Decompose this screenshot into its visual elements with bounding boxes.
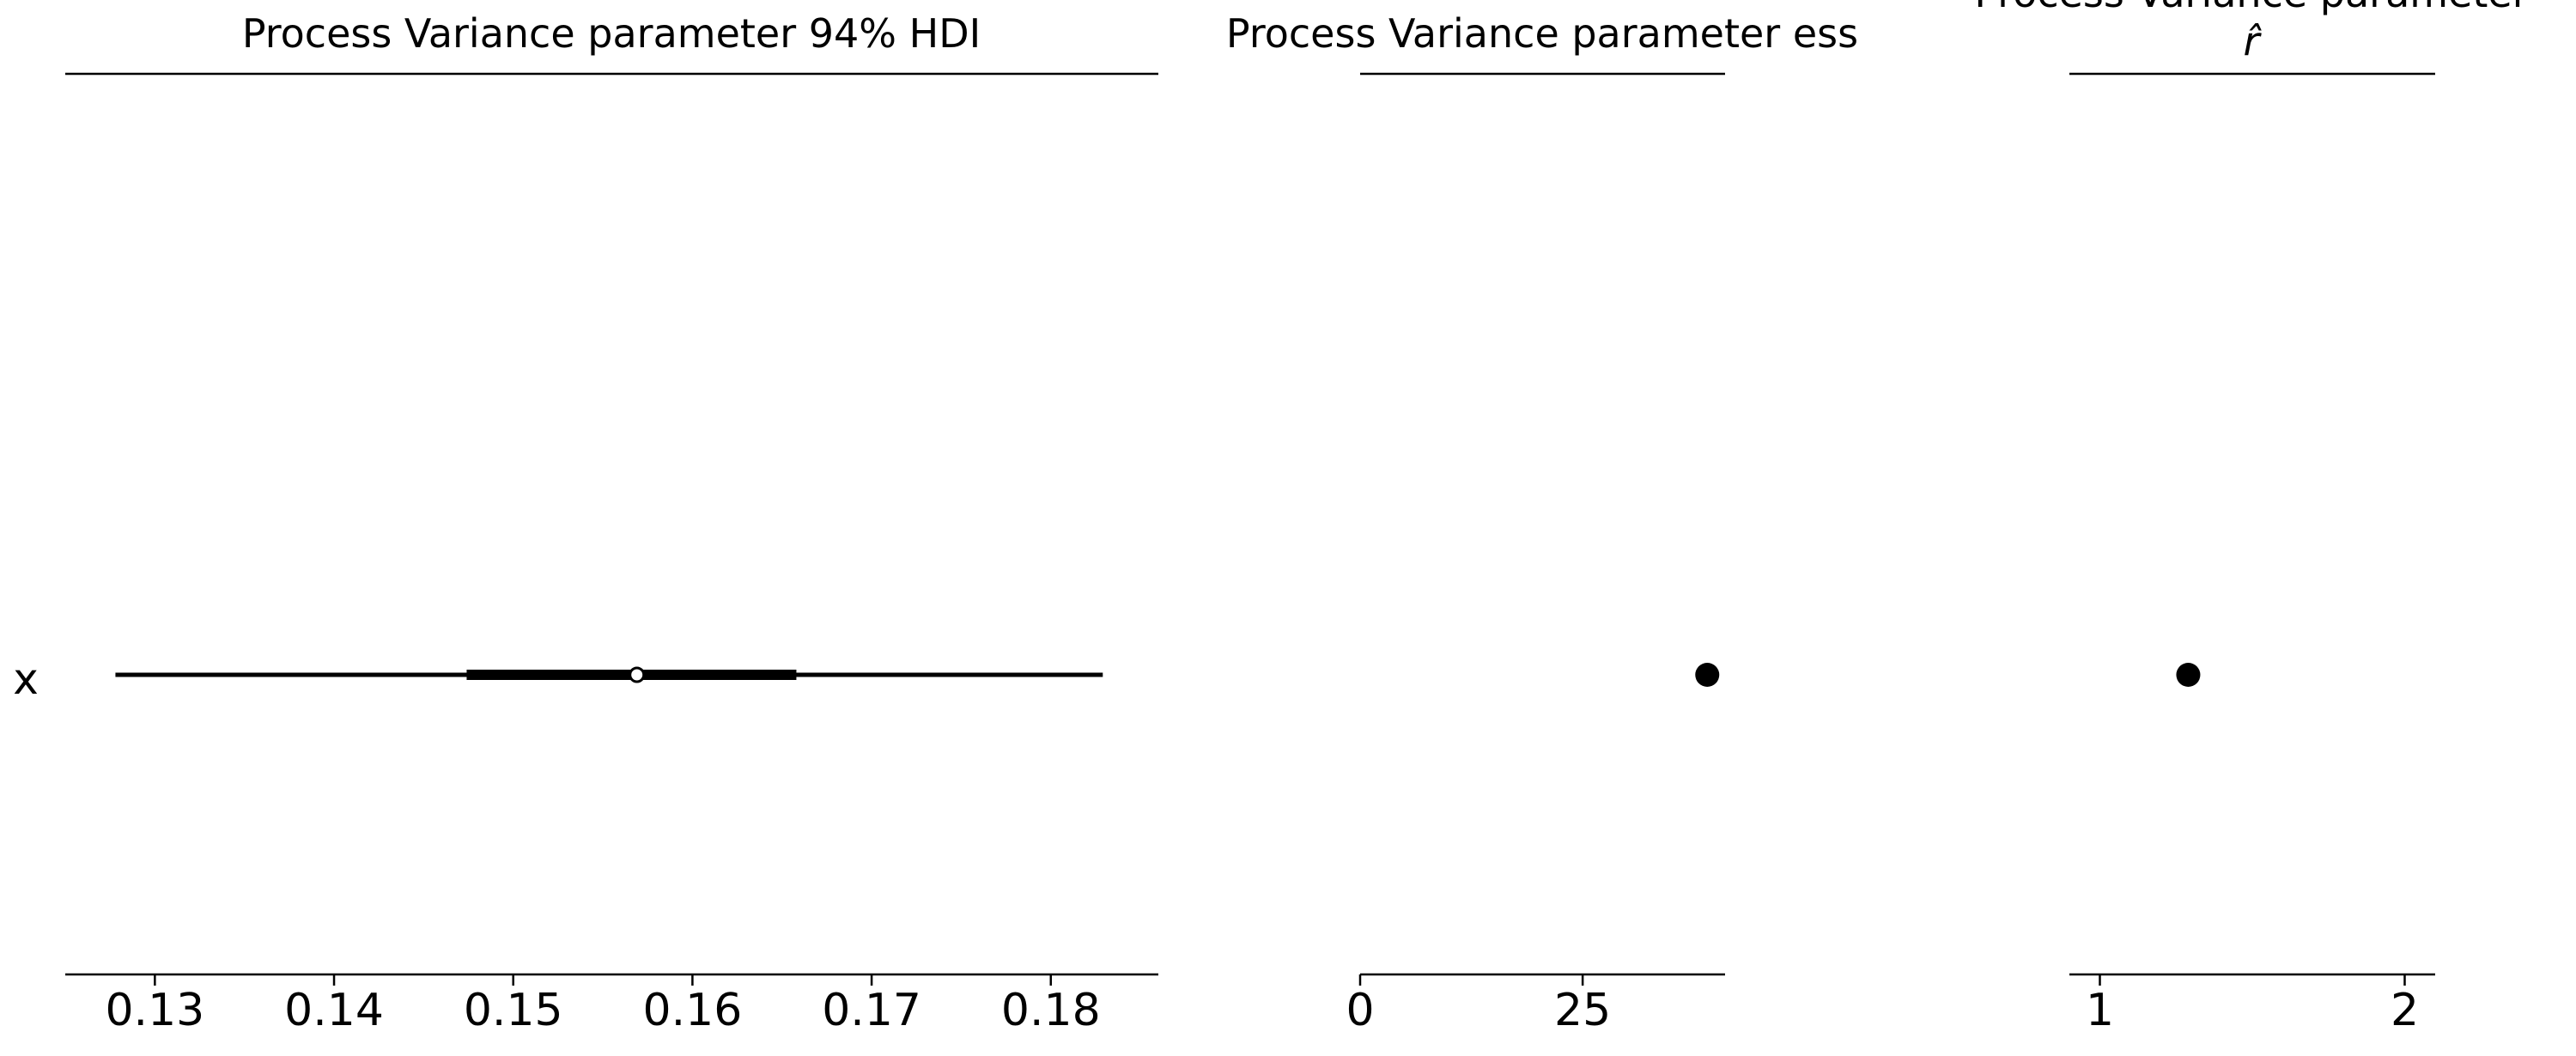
ess-marks xyxy=(1695,663,1720,687)
ess-tick-label: 0 xyxy=(1346,985,1374,1036)
ess-tick-label: 25 xyxy=(1554,985,1611,1036)
rhat-panel-title-math: r̂ xyxy=(2244,18,2263,64)
rhat-tick-label: 2 xyxy=(2391,985,2419,1036)
ess-point xyxy=(1695,663,1720,687)
hdi-tick-label: 0.16 xyxy=(643,985,743,1036)
hdi-tick-label: 0.15 xyxy=(464,985,563,1036)
rhat-panel-title: Process Variance parameter xyxy=(1974,0,2528,16)
rhat-marks xyxy=(2176,663,2201,687)
hdi-tick-label: 0.14 xyxy=(284,985,384,1036)
hdi-x-axis: 0.13 0.14 0.15 0.16 0.17 0.18 xyxy=(105,974,1101,1036)
hdi-tick-label: 0.13 xyxy=(105,985,204,1036)
hdi-panel-title: Process Variance parameter 94% HDI xyxy=(242,10,981,57)
rhat-tick-label: 1 xyxy=(2086,985,2114,1036)
ess-panel: Process Variance parameter ess 0 25 xyxy=(1226,10,1858,1036)
hdi-tick-label: 0.17 xyxy=(822,985,921,1036)
ess-x-axis: 0 25 xyxy=(1346,974,1611,1036)
rhat-panel: Process Variance parameter r̂ 12 xyxy=(1974,0,2528,1036)
hdi-median-point xyxy=(629,666,646,683)
rhat-point xyxy=(2176,663,2201,687)
row-label-x: x xyxy=(13,654,39,704)
hdi-marks xyxy=(115,666,1103,683)
ess-panel-title: Process Variance parameter ess xyxy=(1226,10,1858,57)
hdi-panel: Process Variance parameter 94% HDI x 0.1… xyxy=(13,10,1158,1036)
hdi-tick-label: 0.18 xyxy=(1001,985,1101,1036)
